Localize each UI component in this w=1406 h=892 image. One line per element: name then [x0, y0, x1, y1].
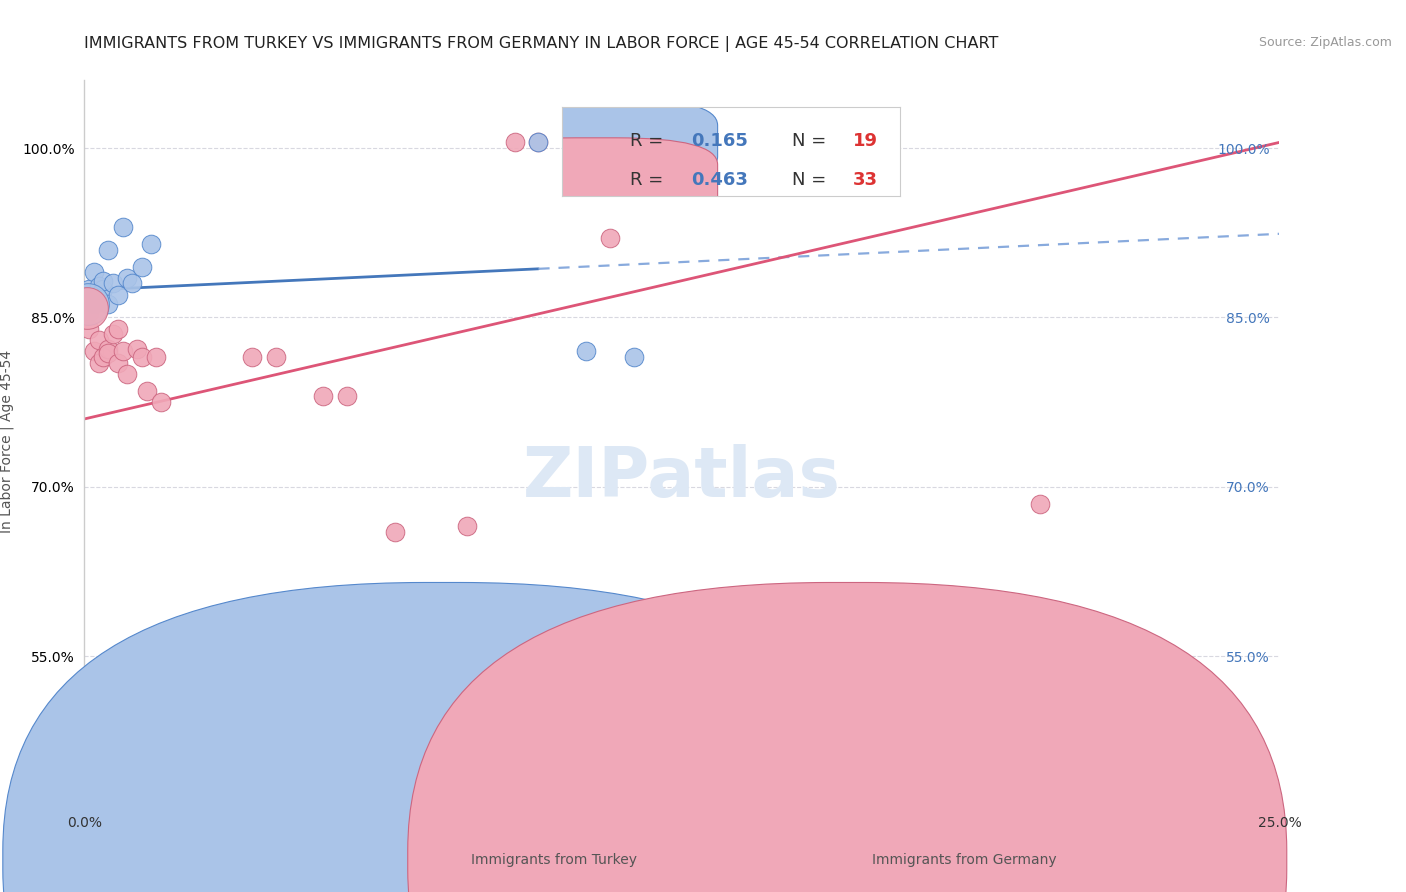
Point	[93, 274, 115, 288]
Point	[599, 231, 621, 245]
Text: 19: 19	[852, 132, 877, 150]
Point	[77, 297, 100, 311]
Text: 0.165: 0.165	[690, 132, 748, 150]
Text: Source: ZipAtlas.com: Source: ZipAtlas.com	[1258, 36, 1392, 49]
Point	[77, 304, 100, 318]
Point	[149, 395, 172, 409]
Point	[87, 287, 110, 301]
Point	[862, 136, 884, 150]
Text: Immigrants from Germany: Immigrants from Germany	[872, 853, 1056, 867]
Text: 33: 33	[852, 171, 877, 189]
Point	[76, 301, 98, 316]
Text: Immigrants from Turkey: Immigrants from Turkey	[471, 853, 637, 867]
Text: 0.463: 0.463	[690, 171, 748, 189]
Point	[87, 333, 110, 347]
Point	[264, 350, 287, 364]
Point	[647, 136, 669, 150]
Point	[575, 344, 598, 359]
Point	[111, 220, 134, 235]
Point	[503, 136, 526, 150]
Text: N =: N =	[792, 132, 832, 150]
Text: ZIPatlas: ZIPatlas	[523, 444, 841, 511]
Point	[101, 277, 124, 291]
Point	[107, 321, 129, 335]
Point	[107, 287, 129, 301]
Point	[131, 260, 153, 274]
Point	[1173, 706, 1195, 720]
Text: 0.0%: 0.0%	[67, 816, 101, 830]
Point	[93, 282, 115, 296]
Point	[135, 384, 157, 398]
Point	[527, 136, 550, 150]
FancyBboxPatch shape	[475, 98, 717, 184]
Point	[671, 136, 693, 150]
Point	[77, 282, 100, 296]
Point	[87, 355, 110, 369]
Point	[101, 327, 124, 342]
Point	[456, 519, 478, 533]
Point	[83, 265, 105, 279]
FancyBboxPatch shape	[475, 137, 717, 222]
Text: IMMIGRANTS FROM TURKEY VS IMMIGRANTS FROM GERMANY IN LABOR FORCE | AGE 45-54 COR: IMMIGRANTS FROM TURKEY VS IMMIGRANTS FRO…	[84, 36, 998, 52]
Point	[83, 297, 105, 311]
Point	[141, 237, 163, 252]
Point	[97, 346, 120, 360]
Point	[623, 136, 645, 150]
Point	[93, 350, 115, 364]
Point	[1029, 497, 1052, 511]
Point	[312, 389, 335, 403]
Point	[527, 136, 550, 150]
Point	[623, 350, 645, 364]
Text: N =: N =	[792, 171, 832, 189]
Point	[121, 277, 143, 291]
Point	[125, 342, 148, 356]
Point	[97, 243, 120, 257]
Point	[117, 270, 139, 285]
Point	[87, 278, 110, 293]
Point	[384, 524, 406, 539]
Point	[83, 344, 105, 359]
Point	[107, 355, 129, 369]
Point	[117, 367, 139, 381]
Text: R =: R =	[630, 171, 669, 189]
Point	[111, 344, 134, 359]
Point	[97, 297, 120, 311]
Text: R =: R =	[630, 132, 669, 150]
Y-axis label: In Labor Force | Age 45-54: In Labor Force | Age 45-54	[0, 350, 14, 533]
Point	[336, 389, 359, 403]
Point	[97, 342, 120, 356]
Point	[77, 321, 100, 335]
Point	[145, 350, 167, 364]
Point	[131, 350, 153, 364]
Text: 25.0%: 25.0%	[1257, 816, 1302, 830]
Point	[240, 350, 263, 364]
